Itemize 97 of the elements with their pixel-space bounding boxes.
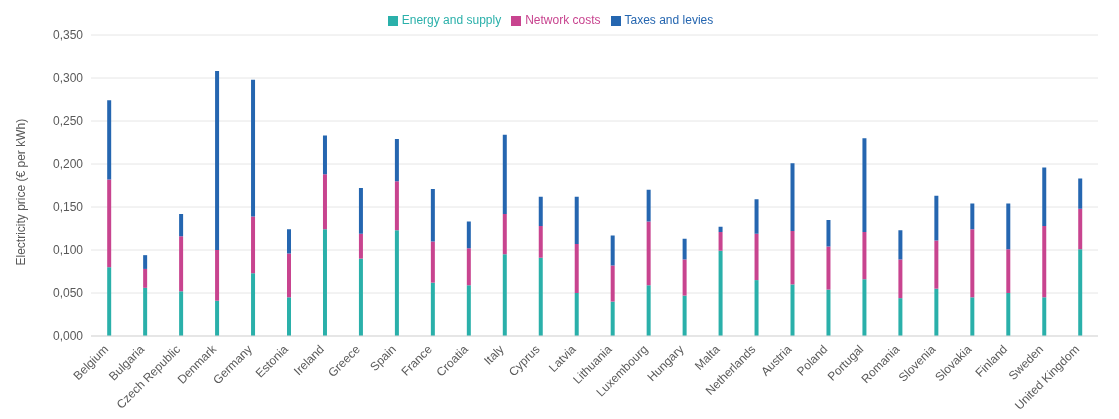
legend-label: Taxes and levies (624, 13, 714, 27)
bar (1006, 203, 1011, 250)
bar (898, 230, 903, 260)
bar (358, 188, 363, 234)
bar (287, 297, 292, 336)
bar (1042, 167, 1047, 226)
bar (682, 259, 687, 296)
bar (826, 246, 831, 290)
bar (322, 174, 327, 230)
bar (574, 293, 579, 336)
bar (215, 71, 220, 250)
bar (502, 213, 507, 255)
bar (358, 258, 363, 336)
bar (826, 219, 831, 247)
bar (287, 253, 292, 298)
bar (538, 257, 543, 336)
y-tick-label: 0,150 (52, 200, 84, 215)
bar (646, 221, 651, 286)
bar (466, 221, 471, 249)
bar (251, 273, 256, 336)
bar (970, 297, 975, 336)
bar (143, 255, 148, 269)
bar (1006, 249, 1011, 293)
bar (394, 181, 399, 231)
bar (610, 235, 615, 266)
bar (970, 229, 975, 298)
bar (466, 248, 471, 286)
bar (430, 282, 435, 336)
bar (251, 216, 256, 274)
bar (358, 233, 363, 259)
bar (862, 279, 867, 336)
bar (862, 138, 867, 232)
legend-label: Energy and supply (401, 13, 502, 27)
bar (574, 196, 579, 244)
bar (754, 233, 759, 281)
bar (790, 163, 795, 232)
bar (1042, 225, 1047, 298)
bar (1078, 208, 1083, 250)
y-axis-title: Electricity price (€ per kWh) (14, 118, 29, 266)
y-tick-label: 0,100 (52, 243, 84, 258)
bar (898, 298, 903, 336)
bar (394, 139, 399, 182)
bar (538, 196, 543, 226)
bar (1006, 293, 1011, 336)
bar (179, 236, 184, 292)
bar (610, 265, 615, 302)
bar (682, 295, 687, 336)
y-tick-label: 0,250 (52, 114, 84, 129)
bar (682, 238, 687, 260)
bar (502, 254, 507, 336)
bar (718, 250, 723, 336)
bar (287, 229, 292, 254)
bar (754, 199, 759, 234)
bar (790, 284, 795, 336)
bar (646, 189, 651, 222)
x-tick-label: Italy (481, 342, 507, 368)
bar (718, 226, 723, 232)
bar (1078, 249, 1083, 336)
y-tick-label: 0,050 (52, 286, 84, 301)
y-tick-label: 0,350 (52, 28, 84, 43)
bar (215, 300, 220, 336)
y-tick-label: 0,300 (52, 71, 84, 86)
bar (107, 179, 112, 268)
bar (430, 241, 435, 283)
bar (251, 79, 256, 217)
bar (466, 285, 471, 336)
legend-label: Network costs (525, 13, 601, 27)
bar (502, 134, 507, 214)
bar (322, 135, 327, 175)
bar (143, 287, 148, 336)
bar (790, 231, 795, 285)
bar (322, 229, 327, 336)
bar (754, 280, 759, 336)
bar (934, 195, 939, 241)
bar (646, 285, 651, 336)
y-tick-label: 0,200 (52, 157, 84, 172)
bar (898, 259, 903, 299)
bar (934, 288, 939, 336)
bar (826, 289, 831, 336)
bar (107, 100, 112, 180)
bar (430, 188, 435, 242)
bar (934, 240, 939, 289)
bar (107, 267, 112, 336)
y-tick-label: 0,000 (52, 329, 84, 344)
bar (718, 231, 723, 251)
bar (862, 231, 867, 280)
bar (538, 225, 543, 258)
bar (1078, 178, 1083, 209)
bar (179, 291, 184, 336)
bar (970, 203, 975, 230)
bar (179, 213, 184, 237)
bar (610, 301, 615, 336)
bar (143, 268, 148, 288)
bar (574, 243, 579, 293)
bar (394, 230, 399, 336)
bar (215, 250, 220, 301)
bar (1042, 297, 1047, 336)
